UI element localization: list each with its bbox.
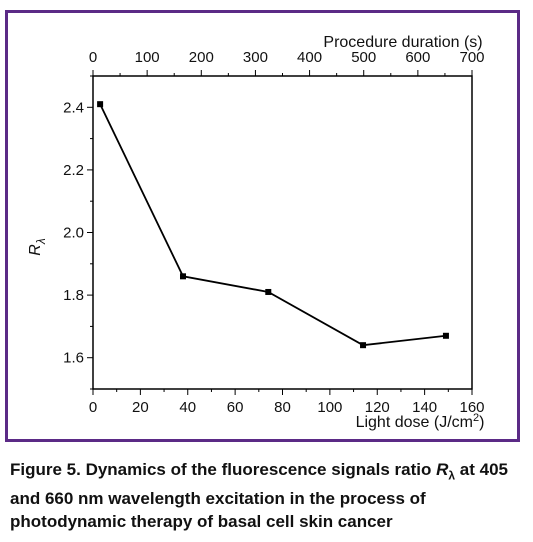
top-tick-label: 600 (405, 49, 430, 66)
figure-frame: 0 20 40 60 80 100 120 140 160 1.6 1.8 2.0 2.2 2.4 0 1… (5, 10, 520, 442)
x-axis-ticks: 0 20 40 60 80 100 120 140 160 (89, 389, 485, 416)
top-tick-label: 400 (297, 49, 322, 66)
y-tick-label: 1.6 (63, 350, 84, 367)
top-axis-ticks: 0 100 200 300 400 500 600 700 (89, 49, 485, 76)
data-point (442, 332, 449, 339)
data-point (265, 288, 272, 295)
x-tick-label: 0 (89, 399, 97, 416)
top-tick-label: 700 (459, 49, 484, 66)
data-point (360, 342, 367, 349)
data-series (97, 101, 449, 349)
chart-axes (92, 75, 473, 390)
top-tick-label: 500 (351, 49, 376, 66)
top-tick-label: 100 (135, 49, 160, 66)
y-axis-ticks: 1.6 1.8 2.0 2.2 2.4 (63, 75, 93, 390)
top-tick-label: 200 (189, 49, 214, 66)
top-axis-label: Procedure duration (s) (323, 34, 482, 51)
x-tick-label: 40 (179, 399, 196, 416)
y-tick-label: 1.8 (63, 287, 84, 304)
plot-area-border (92, 75, 473, 390)
y-tick-label: 2.2 (63, 162, 84, 179)
series-line (99, 103, 447, 347)
y-tick-label: 2.0 (63, 225, 84, 242)
x-tick-label: 20 (132, 399, 149, 416)
x-axis-label: Light dose (J/cm2) (356, 412, 485, 431)
top-tick-label: 300 (243, 49, 268, 66)
data-point (180, 273, 187, 280)
caption-text: Figure 5. Dynamics of the fluorescence s… (10, 460, 437, 479)
x-tick-label: 140 (412, 399, 437, 416)
y-axis-label: Rλ (27, 238, 48, 256)
y-tick-label: 2.4 (63, 99, 84, 116)
x-tick-label: 100 (317, 399, 342, 416)
top-tick-label: 0 (89, 49, 97, 66)
x-tick-label: 160 (459, 399, 484, 416)
caption-symbol: R (436, 460, 449, 479)
x-tick-label: 60 (227, 399, 244, 416)
data-point (97, 101, 104, 108)
x-tick-label: 80 (274, 399, 291, 416)
caption-subscript: λ (448, 468, 456, 483)
line-chart: 0 20 40 60 80 100 120 140 160 1.6 1.8 2.0 2.2 2.4 0 1… (27, 34, 485, 431)
x-tick-label: 120 (365, 399, 390, 416)
figure-caption: Figure 5. Dynamics of the fluorescence s… (10, 458, 525, 533)
caption-rest: at 405 and 660 nm wavelength excitation … (10, 460, 508, 532)
